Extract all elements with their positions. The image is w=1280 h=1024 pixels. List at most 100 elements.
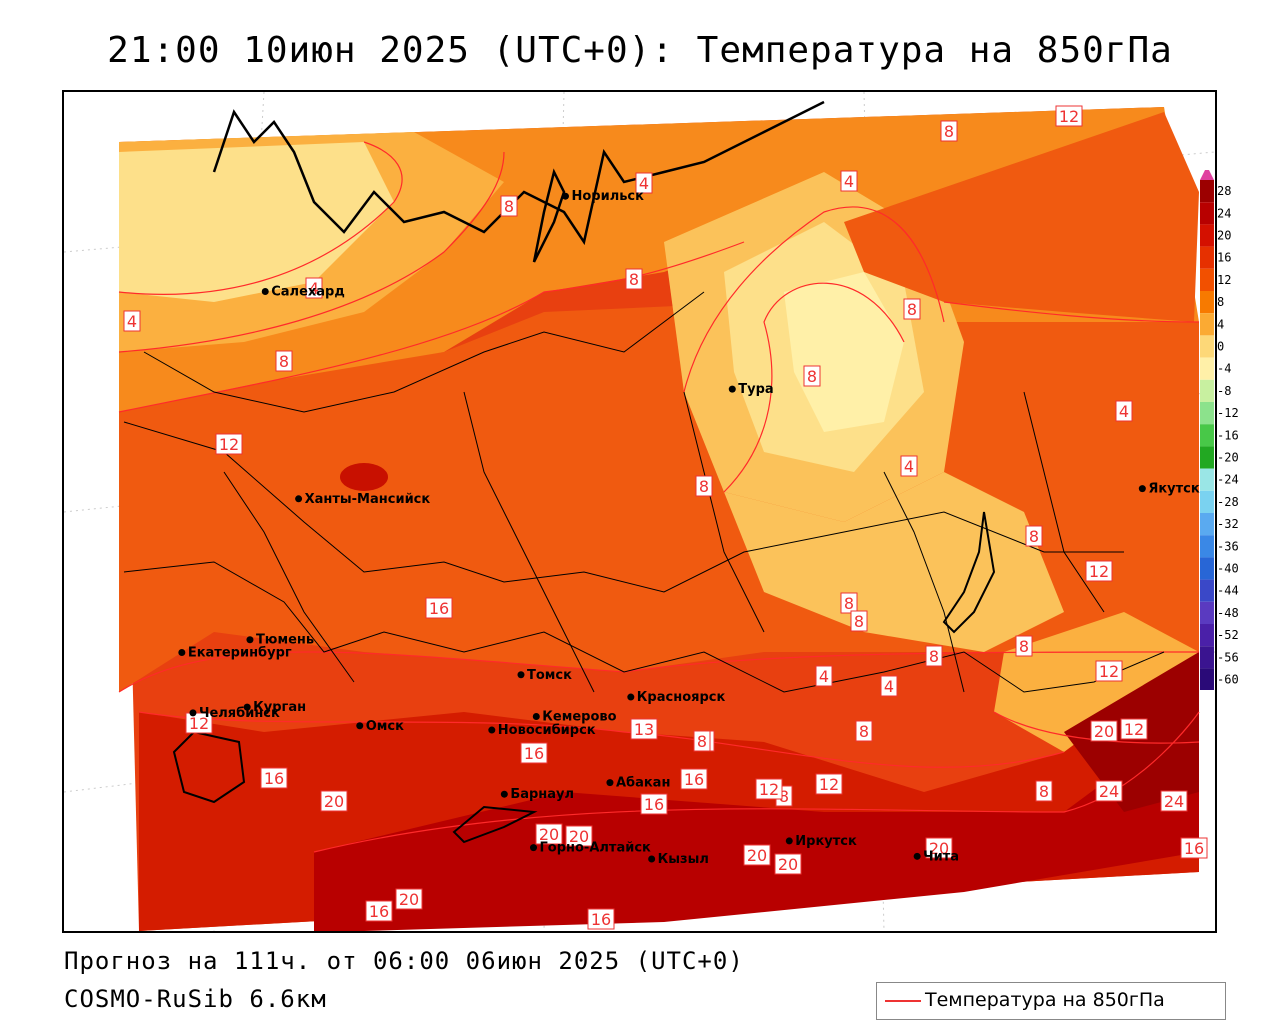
svg-text:24: 24 [1099, 782, 1119, 801]
svg-text:16: 16 [644, 795, 664, 814]
svg-text:12: 12 [189, 714, 209, 733]
city-dot [261, 287, 269, 295]
svg-text:8: 8 [697, 732, 707, 751]
colorbar-tick-label: 8 [1217, 295, 1224, 309]
city-marker[interactable]: Салехард [261, 284, 345, 299]
city-marker[interactable]: Якутск [1138, 482, 1200, 497]
svg-text:16: 16 [264, 769, 284, 788]
isotherm-label: 16 [520, 742, 548, 764]
svg-text:12: 12 [1089, 562, 1109, 581]
svg-text:20: 20 [1094, 722, 1114, 741]
isotherm-label: 16 [365, 900, 393, 922]
city-dot [500, 790, 508, 798]
isotherm-label: 8 [925, 645, 943, 667]
city-dot [606, 779, 614, 787]
svg-text:8: 8 [699, 477, 709, 496]
city-dot [913, 852, 921, 860]
isotherm-label: 20 [565, 825, 593, 847]
colorbar-swatch [1200, 202, 1214, 225]
colorbar-tick-label: -52 [1217, 628, 1239, 642]
isotherm-label: 8 [1025, 525, 1043, 547]
isotherm-label-group: 1284488448884481288812888448812812202424… [123, 105, 1208, 930]
isotherm-label: 8 [855, 720, 873, 742]
city-label: Салехард [271, 284, 345, 299]
isotherm-label: 20 [1090, 720, 1118, 742]
city-marker[interactable]: Иркутск [785, 834, 857, 849]
isotherm-label: 4 [305, 277, 323, 299]
colorbar-swatch [1200, 446, 1214, 469]
svg-text:12: 12 [759, 780, 779, 799]
city-marker[interactable]: Норильск [561, 189, 644, 204]
colorbar-tick-label: 12 [1217, 273, 1231, 287]
isotherm-label: 20 [395, 888, 423, 910]
svg-text:4: 4 [309, 279, 319, 298]
colorbar-swatch [1200, 601, 1214, 624]
city-marker[interactable]: Новосибирск [488, 723, 596, 738]
isotherm-label: 16 [640, 793, 668, 815]
city-marker[interactable]: Кызыл [648, 852, 709, 867]
city-group: Салехард Норильск Якутск Тура Ханты-Мансийск… [178, 189, 1200, 867]
isotherm-label: 4 [1115, 400, 1133, 422]
isotherm-label: 20 [925, 837, 953, 859]
city-marker[interactable]: Абакан [606, 776, 670, 791]
city-dot [243, 703, 251, 711]
svg-text:16: 16 [524, 744, 544, 763]
city-marker[interactable]: Кемерово [532, 709, 617, 724]
svg-text:16: 16 [684, 770, 704, 789]
svg-text:4: 4 [884, 677, 894, 696]
city-dot [728, 385, 736, 393]
isotherm-label: 8 [1035, 780, 1053, 802]
city-marker[interactable]: Екатеринбург [178, 646, 292, 661]
colorbar-swatch [1200, 668, 1214, 690]
svg-text:16: 16 [1184, 839, 1204, 858]
svg-text:8: 8 [859, 722, 869, 741]
city-marker[interactable]: Красноярск [627, 690, 725, 705]
isotherm-label: 16 [680, 768, 708, 790]
temperature-map[interactable]: 1284488448884481288812888448812812202424… [62, 90, 1217, 933]
city-label: Челябинск [199, 706, 280, 721]
city-label: Норильск [571, 189, 644, 204]
svg-text:20: 20 [569, 827, 589, 846]
svg-text:12: 12 [219, 435, 239, 454]
isotherm-label: 4 [900, 455, 918, 477]
city-dot [785, 837, 793, 845]
city-marker[interactable]: Омск [356, 719, 404, 734]
svg-text:4: 4 [844, 172, 854, 191]
colorbar-tick-label: -32 [1217, 517, 1239, 531]
city-marker[interactable]: Тура [728, 382, 774, 397]
city-label: Иркутск [795, 834, 857, 849]
colorbar-tick-label: -40 [1217, 562, 1239, 576]
city-marker[interactable]: Курган [243, 700, 306, 715]
colorbar-tick-label: -24 [1217, 473, 1239, 487]
colorbar-tick-label: -60 [1217, 673, 1239, 687]
city-marker[interactable]: Челябинск [189, 706, 280, 721]
svg-text:4: 4 [1119, 402, 1129, 421]
city-dot [246, 636, 254, 644]
isotherm-label: 8 [275, 350, 293, 372]
colorbar-tick-label: 0 [1217, 340, 1224, 354]
city-dot [1138, 485, 1146, 493]
city-marker[interactable]: Чита [913, 849, 959, 864]
colorbar-tick-label: -56 [1217, 650, 1239, 664]
city-dot [295, 495, 303, 503]
city-marker[interactable]: Томск [517, 668, 573, 683]
city-marker[interactable]: Ханты-Мансийск [295, 492, 430, 507]
colorbar-tick-label: -16 [1217, 428, 1239, 442]
svg-text:4: 4 [127, 312, 137, 331]
svg-text:8: 8 [779, 787, 789, 806]
isotherm-label: 12 [1055, 105, 1083, 127]
colorbar-swatch [1200, 579, 1214, 602]
city-dot [488, 726, 496, 734]
city-marker[interactable]: Тюмень [246, 633, 314, 648]
isotherm-label: 4 [880, 675, 898, 697]
svg-text:13: 13 [634, 720, 654, 739]
colorbar-swatch [1200, 490, 1214, 513]
city-label: Курган [253, 700, 306, 715]
svg-text:8: 8 [907, 300, 917, 319]
colorbar-swatch [1200, 402, 1214, 425]
isotherm-label: 8 [803, 365, 821, 387]
city-marker[interactable]: Горно-Алтайск [530, 841, 651, 856]
isotherm-label: 12 [815, 773, 843, 795]
city-marker[interactable]: Барнаул [500, 787, 574, 802]
svg-text:8: 8 [844, 594, 854, 613]
